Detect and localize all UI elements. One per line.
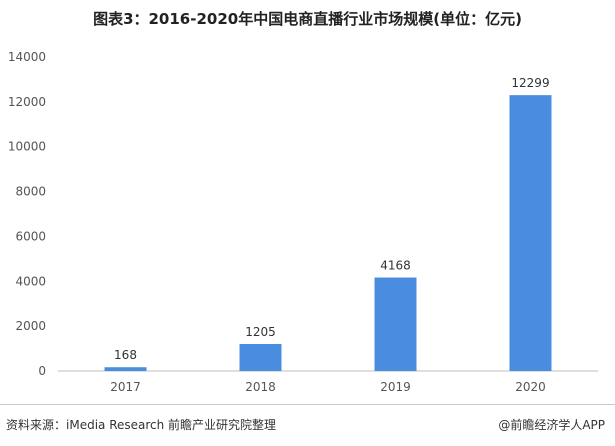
y-tick-label: 12000 xyxy=(8,95,46,109)
bar-value-label: 4168 xyxy=(380,259,411,273)
x-tick-label: 2017 xyxy=(110,380,141,394)
bar xyxy=(239,343,282,371)
source-note: 资料来源：iMedia Research 前瞻产业研究院整理 xyxy=(6,418,277,432)
y-tick-label: 10000 xyxy=(8,140,46,154)
x-axis-ticks: 2017 2018 2019 2020 xyxy=(110,380,546,394)
bar-value-label: 168 xyxy=(114,348,137,362)
y-tick-label: 4000 xyxy=(15,274,46,288)
bar xyxy=(104,367,147,371)
bars: 168 1205 4168 12299 xyxy=(104,76,552,371)
y-tick-label: 2000 xyxy=(15,319,46,333)
bar-value-label: 1205 xyxy=(245,325,276,339)
bar-value-label: 12299 xyxy=(511,76,549,90)
y-tick-label: 8000 xyxy=(15,185,46,199)
y-tick-label: 14000 xyxy=(8,50,46,64)
bar xyxy=(509,95,552,371)
copyright-note: @前瞻经济学人APP xyxy=(498,418,605,432)
chart-title: 图表3：2016-2020年中国电商直播行业市场规模(单位：亿元) xyxy=(93,10,522,28)
footer-divider xyxy=(0,404,615,405)
y-tick-label: 6000 xyxy=(15,229,46,243)
y-tick-label: 0 xyxy=(38,364,46,378)
bar xyxy=(374,277,417,371)
x-tick-label: 2018 xyxy=(245,380,276,394)
y-axis-ticks: 0 2000 4000 6000 8000 10000 12000 14000 xyxy=(8,50,46,378)
x-tick-label: 2020 xyxy=(515,380,546,394)
x-tick-label: 2019 xyxy=(380,380,411,394)
